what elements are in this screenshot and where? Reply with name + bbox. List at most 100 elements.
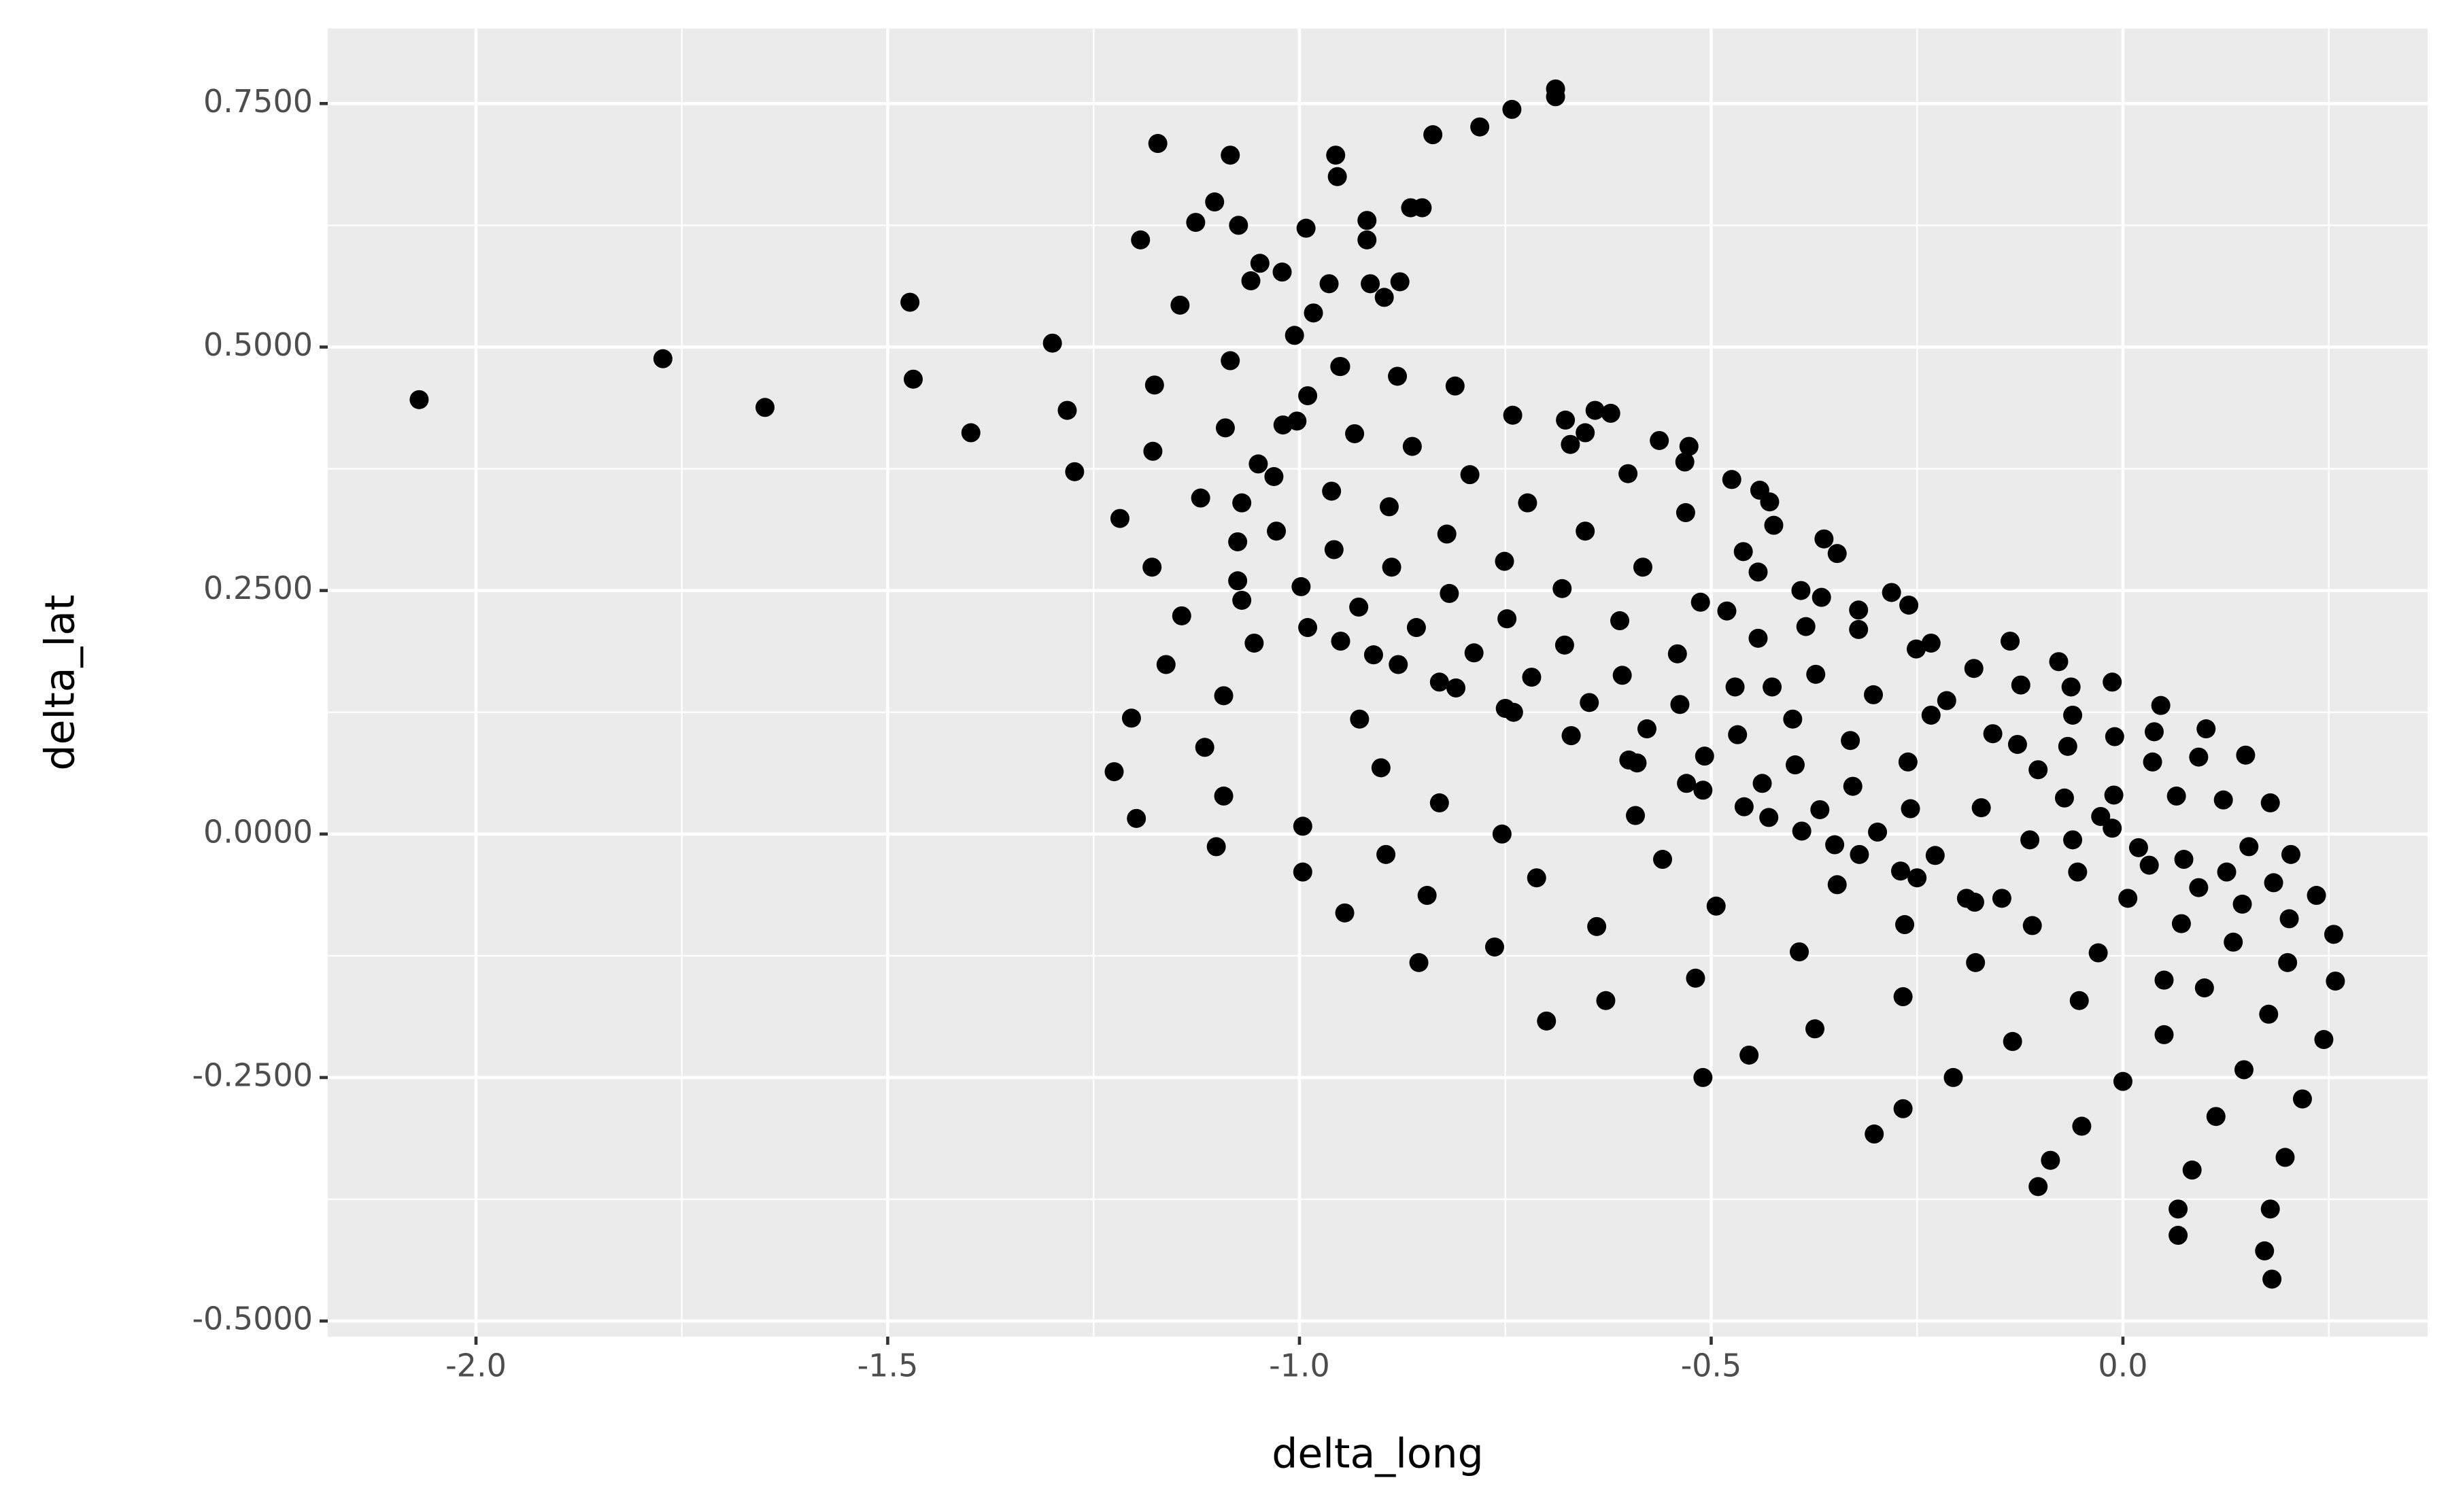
point	[2239, 837, 2259, 857]
point	[2182, 1161, 2202, 1180]
point	[1191, 488, 1210, 508]
point	[1907, 868, 1927, 888]
point	[1882, 583, 1901, 602]
point	[2189, 878, 2209, 897]
point	[2143, 752, 2162, 772]
point	[2154, 1025, 2174, 1044]
point	[2171, 914, 2191, 933]
point	[1677, 774, 1697, 793]
point	[2217, 862, 2237, 882]
point	[2279, 909, 2299, 929]
point	[1596, 991, 1616, 1010]
point	[1728, 725, 1748, 744]
point	[1244, 633, 1264, 653]
point	[2139, 855, 2159, 875]
point	[1792, 821, 1812, 841]
point	[2166, 786, 2186, 806]
x-tick-label: -1.0	[1269, 1347, 1330, 1384]
point	[1285, 326, 1304, 345]
point	[2278, 952, 2298, 972]
point	[1215, 418, 1235, 438]
point	[1298, 386, 1318, 406]
point	[1264, 467, 1284, 487]
point	[1228, 532, 1248, 551]
point	[961, 423, 981, 443]
point	[1371, 758, 1391, 778]
point	[2054, 788, 2074, 808]
point	[1739, 1045, 1759, 1065]
point	[2091, 806, 2111, 826]
point	[1937, 691, 1956, 710]
point	[1423, 125, 1443, 145]
point	[1144, 375, 1164, 395]
point	[1943, 1067, 1963, 1087]
point	[1537, 1011, 1557, 1031]
point	[1850, 844, 1869, 864]
point	[1361, 274, 1380, 294]
point	[1518, 493, 1537, 513]
point	[2144, 722, 2164, 742]
point	[1849, 600, 1869, 620]
point	[2022, 916, 2042, 935]
point	[1349, 597, 1369, 617]
point	[2260, 793, 2280, 812]
point	[1331, 632, 1350, 651]
point	[2088, 943, 2108, 963]
point	[1273, 415, 1293, 435]
point	[1893, 987, 1913, 1007]
point	[2068, 862, 2088, 882]
point	[1057, 400, 1077, 420]
point	[1790, 942, 1809, 962]
point	[1388, 366, 1408, 386]
point	[2103, 819, 2122, 838]
point	[1921, 705, 1941, 725]
point	[1556, 410, 1576, 430]
point	[1104, 762, 1124, 782]
point	[1827, 875, 1847, 895]
point	[1992, 889, 2011, 908]
point	[1293, 862, 1312, 882]
point	[1298, 618, 1318, 638]
point	[1814, 529, 1834, 549]
point	[2061, 677, 2081, 697]
point	[2011, 675, 2030, 695]
point	[1865, 1124, 1884, 1144]
point	[1464, 643, 1484, 663]
point	[1324, 540, 1344, 560]
point	[1576, 423, 1595, 443]
point	[1327, 167, 1347, 186]
point	[1121, 708, 1141, 728]
point	[1552, 579, 1572, 598]
point	[1495, 698, 1515, 718]
point	[1221, 351, 1240, 371]
point	[2314, 1030, 2334, 1050]
y-tick-label: 0.2500	[203, 570, 313, 606]
point	[2264, 873, 2283, 893]
point	[1561, 726, 1581, 746]
point	[1618, 464, 1638, 483]
point	[1722, 470, 1741, 489]
point	[2224, 932, 2243, 952]
point	[1805, 1019, 1825, 1039]
point	[2326, 972, 2345, 991]
point	[2128, 838, 2148, 857]
x-axis-title: delta_long	[1272, 1430, 1483, 1478]
point	[1650, 430, 1669, 450]
point	[1901, 799, 1920, 819]
point	[1785, 755, 1805, 775]
point	[2041, 1150, 2060, 1170]
point	[1791, 581, 1811, 600]
point	[1733, 542, 1753, 562]
point	[1610, 611, 1630, 631]
point	[1502, 99, 1522, 119]
point	[2020, 830, 2040, 850]
point	[1250, 254, 1270, 273]
point	[1695, 746, 1714, 766]
point	[1241, 271, 1261, 291]
point	[1267, 521, 1287, 541]
point	[1971, 798, 1991, 818]
point	[1335, 903, 1355, 923]
point	[653, 349, 673, 368]
